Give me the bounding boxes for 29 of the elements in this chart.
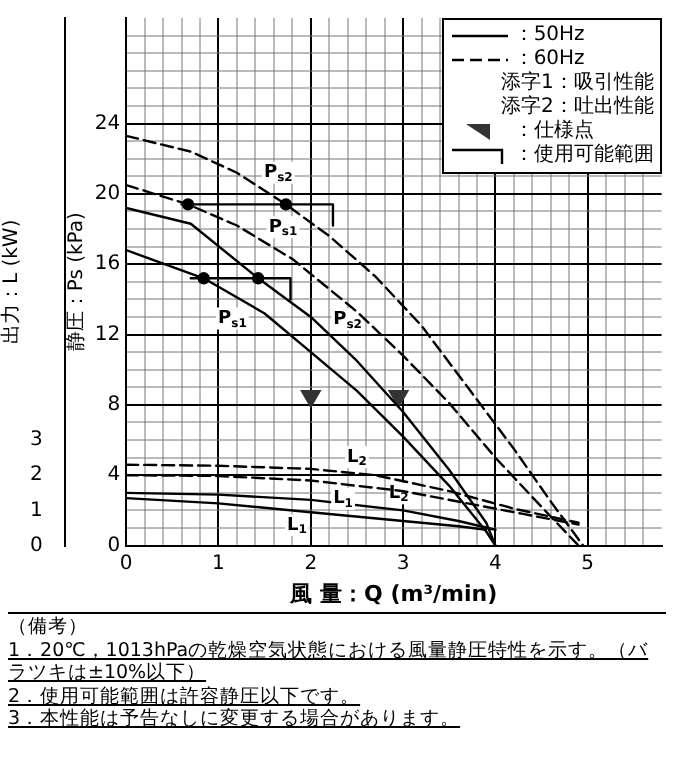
annotation: 添字1：吸引性能 (500, 72, 654, 95)
annotation: ：50Hz (513, 24, 585, 48)
text: 1．20℃，1013hPaの乾燥空気状態における風量静圧特性を示す。（バラツキは±10%以下） (8, 639, 651, 685)
legend-label: ：仕様点 (513, 120, 594, 143)
y-tick-label: 16 (94, 253, 121, 276)
x-tick-label: 5 (581, 552, 595, 575)
x-tick-label: 1 (212, 552, 225, 575)
y-tick-label: 12 (94, 323, 121, 346)
y-tick-label: 8 (107, 394, 121, 417)
x-tick-label: 2 (304, 552, 318, 575)
y2-tick-label: 1 (29, 499, 43, 522)
x-tick-label: 3 (396, 552, 410, 575)
legend-label: ：使用可能範囲 (513, 144, 654, 168)
y2-tick-label: 0 (29, 534, 43, 557)
text: 3．本性能は予告なしに変更する場合があります。 (8, 708, 463, 731)
y2-axis-title: 出力：L (kW) (0, 219, 24, 345)
annotation: 添字2：吐出性能 (500, 96, 654, 119)
y-tick-label: 0 (107, 534, 121, 557)
annotation: ：60Hz (513, 48, 585, 71)
text: 2．使用可能範囲は許容静圧以下です。 (8, 685, 363, 708)
y-tick-label: 20 (94, 183, 121, 206)
y2-tick-label: 2 (29, 464, 43, 487)
x-axis-title: 風 量：Q (m³/min) (288, 580, 498, 607)
y-axis-title: 静圧：Ps (kPa) (63, 212, 88, 352)
x-tick-label: 4 (489, 552, 502, 575)
y-tick-label: 24 (94, 112, 121, 135)
y2-tick-label: 3 (29, 429, 43, 452)
y-tick-label: 4 (107, 464, 121, 487)
text: （備考） (8, 616, 90, 639)
